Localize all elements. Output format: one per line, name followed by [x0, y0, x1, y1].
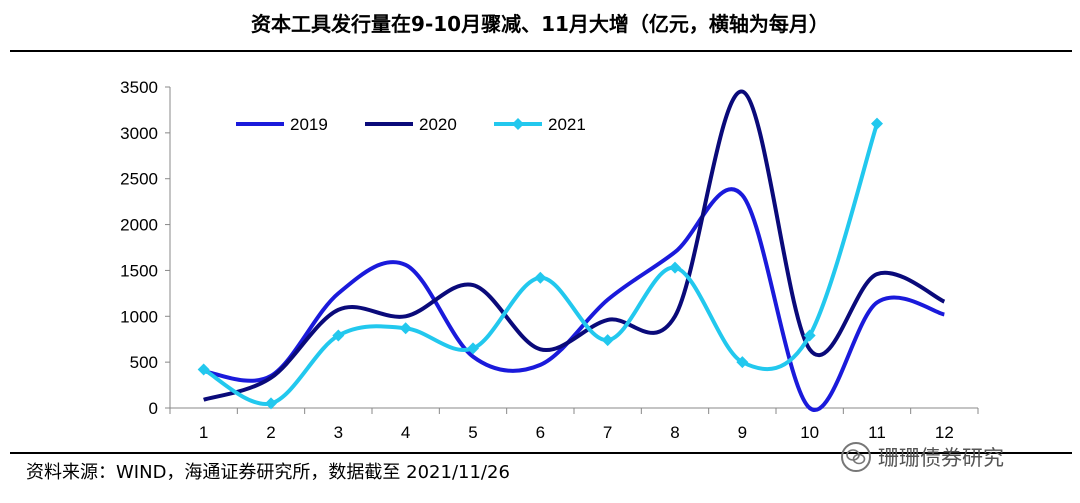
y-tick-label: 1000: [120, 307, 158, 326]
data-point-2021: [736, 356, 749, 369]
data-point-2021: [197, 363, 210, 376]
data-point-2021: [601, 334, 614, 347]
y-tick-label: 3000: [120, 124, 158, 143]
legend-marker-2021: [512, 118, 524, 130]
source-note: 资料来源：WIND，海通证券研究所，数据截至 2021/11/26: [26, 462, 510, 483]
x-tick-label: 4: [401, 423, 410, 442]
legend-label-2021: 2021: [548, 115, 586, 134]
data-point-2021: [534, 271, 547, 284]
x-tick-label: 7: [603, 423, 612, 442]
y-tick-label: 3500: [120, 78, 158, 97]
bottom-rule: [10, 452, 1072, 454]
y-tick-label: 2000: [120, 216, 158, 235]
data-point-2021: [332, 329, 345, 342]
y-tick-label: 2500: [120, 170, 158, 189]
x-tick-label: 5: [468, 423, 477, 442]
series-line-2021: [202, 123, 879, 406]
data-point-2021: [803, 329, 816, 342]
x-tick-label: 11: [868, 423, 886, 442]
chart-series: [197, 89, 946, 412]
watermark-text: 珊珊债券研究: [878, 446, 1004, 470]
series-line-2020: [203, 89, 946, 402]
wechat-icon: [841, 442, 871, 472]
x-tick-label: 2: [266, 423, 275, 442]
data-point-2021: [871, 117, 883, 130]
legend-label-2019: 2019: [290, 115, 328, 134]
x-tick-label: 1: [199, 423, 208, 442]
x-tick-label: 10: [800, 423, 819, 442]
series-line-2019: [203, 187, 945, 412]
y-tick-label: 1500: [120, 261, 158, 280]
data-point-2021: [669, 261, 681, 274]
x-tick-label: 6: [536, 423, 545, 442]
data-point-2021: [265, 397, 277, 410]
data-point-2021: [399, 322, 412, 335]
x-tick-label: 3: [334, 423, 343, 442]
watermark: 珊珊债券研究: [840, 441, 1004, 473]
chart-legend: 2019 2020 2021: [236, 115, 586, 134]
x-tick-label: 8: [670, 423, 679, 442]
x-tick-label: 12: [935, 423, 954, 442]
data-point-2021: [467, 342, 479, 355]
y-tick-label: 500: [130, 353, 158, 372]
x-tick-label: 9: [738, 423, 747, 442]
legend-label-2020: 2020: [419, 115, 457, 134]
y-tick-label: 0: [149, 399, 158, 418]
chart-title: 资本工具发行量在9-10月骤减、11月大增（亿元，横轴为每月）: [251, 12, 829, 36]
top-rule: [10, 50, 1072, 52]
